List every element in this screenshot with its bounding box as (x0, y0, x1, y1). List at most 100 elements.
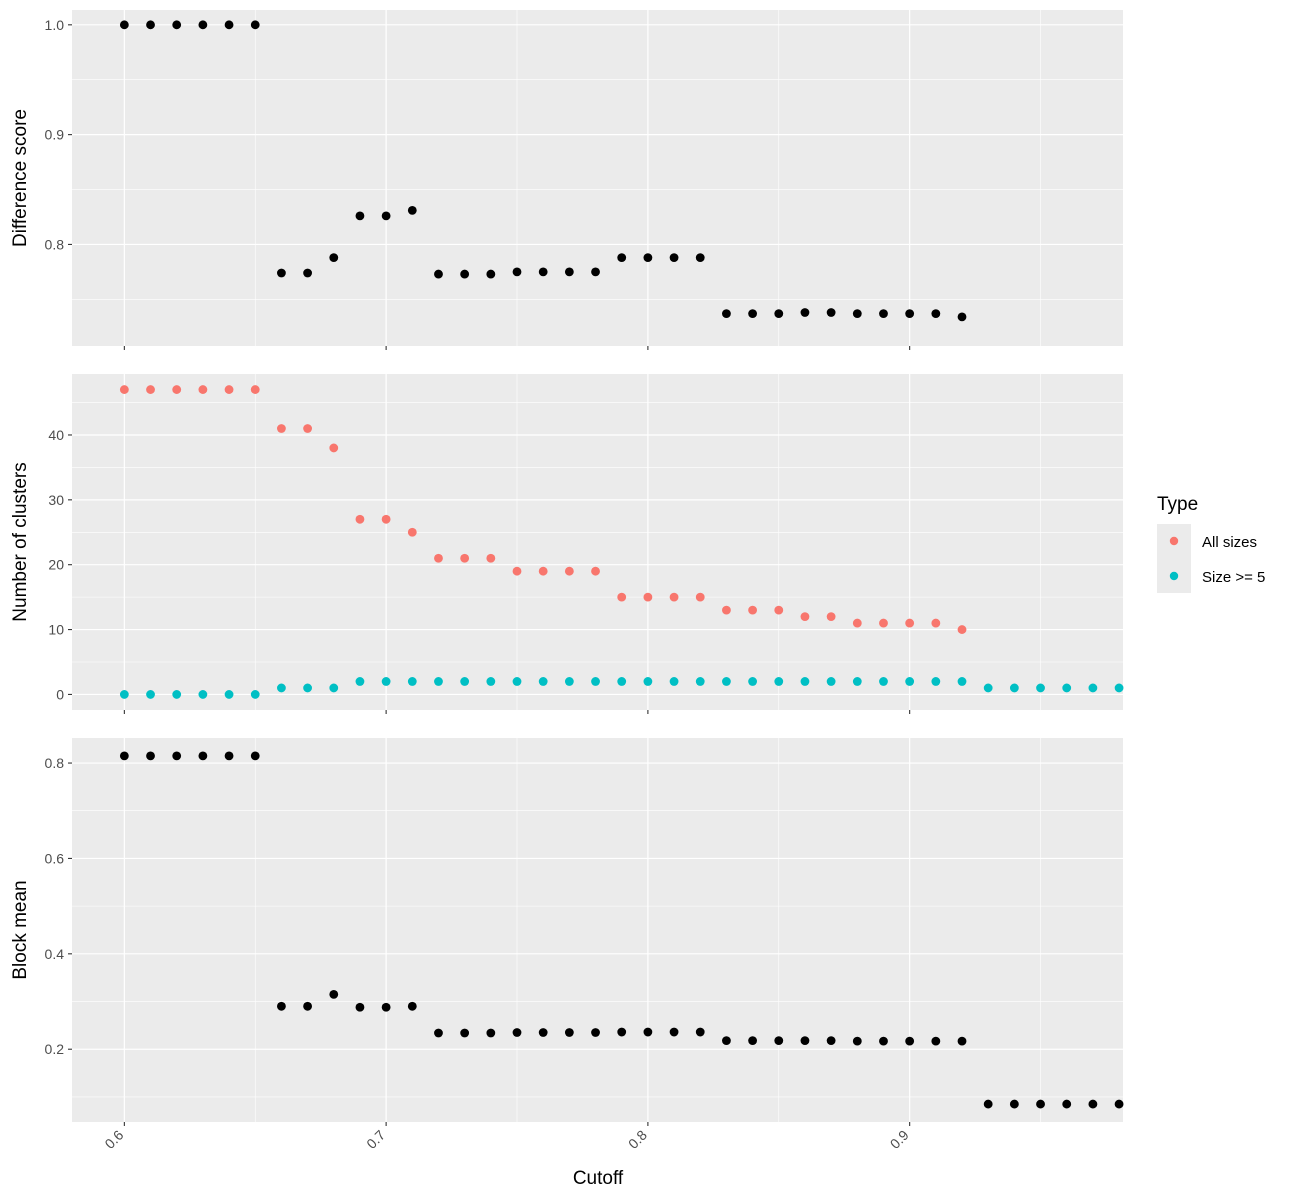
data-point (538, 1028, 548, 1037)
data-point (879, 309, 888, 319)
data-point (905, 618, 915, 628)
data-point (852, 677, 862, 686)
y-axis-title-block-mean: Block mean (10, 880, 31, 979)
data-point (250, 751, 260, 761)
data-point (407, 205, 417, 215)
data-point (329, 989, 339, 999)
data-point (748, 309, 757, 319)
data-point (407, 677, 417, 686)
data-point (957, 677, 967, 686)
data-point (826, 308, 836, 317)
data-point (277, 1001, 286, 1011)
data-point (1114, 1099, 1124, 1109)
data-point (329, 683, 339, 693)
data-point (329, 443, 339, 453)
y-tick-label: 0.4 (45, 946, 65, 962)
data-point (172, 20, 182, 30)
data-point (617, 253, 627, 263)
y-tick-label: 40 (48, 427, 64, 443)
panel-difference-score: 0.8 0.9 1.0 Difference score (10, 10, 1123, 350)
data-point (250, 690, 260, 699)
y-tick-label: 0.8 (45, 236, 65, 252)
y-tick-label: 1.0 (45, 17, 65, 33)
data-point (564, 677, 574, 686)
data-point (617, 677, 627, 686)
data-point (224, 385, 234, 394)
y-axis-title-number-of-clusters: Number of clusters (10, 462, 31, 621)
y-axis-title-difference-score: Difference score (10, 109, 31, 247)
data-point (800, 612, 810, 621)
x-tick-label: 0.8 (625, 1127, 650, 1152)
data-point (722, 677, 731, 686)
data-point (957, 1036, 967, 1046)
data-point (329, 253, 339, 263)
data-point (722, 309, 731, 319)
data-point (1062, 1099, 1072, 1109)
data-point (617, 592, 627, 602)
data-point (774, 1036, 784, 1046)
data-point (774, 309, 784, 319)
legend: Type All sizes Size >= 5 (1157, 494, 1265, 593)
data-point (303, 268, 312, 278)
data-point (905, 1036, 915, 1046)
data-point (669, 1027, 679, 1037)
data-point (1088, 683, 1098, 693)
data-point (669, 677, 679, 686)
data-point (146, 690, 155, 699)
data-point (250, 385, 260, 394)
data-point (303, 424, 312, 433)
data-point (669, 592, 679, 602)
data-point (119, 385, 129, 394)
x-axis-title: Cutoff (573, 1168, 624, 1189)
data-point (486, 269, 496, 279)
data-point (407, 1001, 417, 1011)
data-point (512, 566, 522, 576)
data-point (591, 677, 600, 686)
data-point (564, 267, 574, 277)
data-point (957, 625, 967, 634)
data-point (852, 1036, 862, 1046)
data-point (1088, 1099, 1098, 1109)
data-point (250, 20, 260, 30)
data-point (800, 1036, 810, 1046)
data-point (381, 211, 391, 221)
data-point (381, 677, 391, 686)
data-point (512, 267, 522, 277)
data-point (748, 605, 757, 615)
data-point (434, 1028, 443, 1038)
data-point (460, 1028, 470, 1038)
data-point (224, 690, 234, 699)
data-point (119, 20, 129, 30)
data-point (538, 566, 548, 576)
data-point (486, 677, 496, 686)
data-point (146, 385, 155, 394)
data-point (643, 592, 653, 602)
x-tick-labels: 0.6 0.7 0.8 0.9 (101, 1127, 912, 1152)
data-point (277, 424, 286, 433)
data-point (198, 20, 208, 30)
y-tick-label: 10 (48, 622, 64, 638)
series-size-5 (119, 677, 1124, 699)
panel-background (72, 374, 1123, 710)
data-point (879, 1036, 888, 1046)
legend-label-size-5: Size >= 5 (1202, 569, 1265, 586)
data-point (695, 677, 705, 686)
data-point (512, 677, 522, 686)
data-point (748, 1036, 757, 1046)
data-point (826, 677, 836, 686)
data-point (695, 253, 705, 263)
data-point (905, 309, 915, 319)
y-tick-label: 20 (48, 557, 64, 573)
y-tick-label: 30 (48, 492, 64, 508)
data-point (381, 514, 391, 524)
data-point (277, 683, 286, 693)
data-point (722, 1036, 731, 1046)
data-point (564, 1028, 574, 1037)
data-point (983, 1099, 993, 1109)
data-point (695, 1027, 705, 1037)
data-point (931, 309, 941, 319)
data-point (198, 751, 208, 761)
data-point (355, 514, 365, 524)
data-point (722, 605, 731, 615)
